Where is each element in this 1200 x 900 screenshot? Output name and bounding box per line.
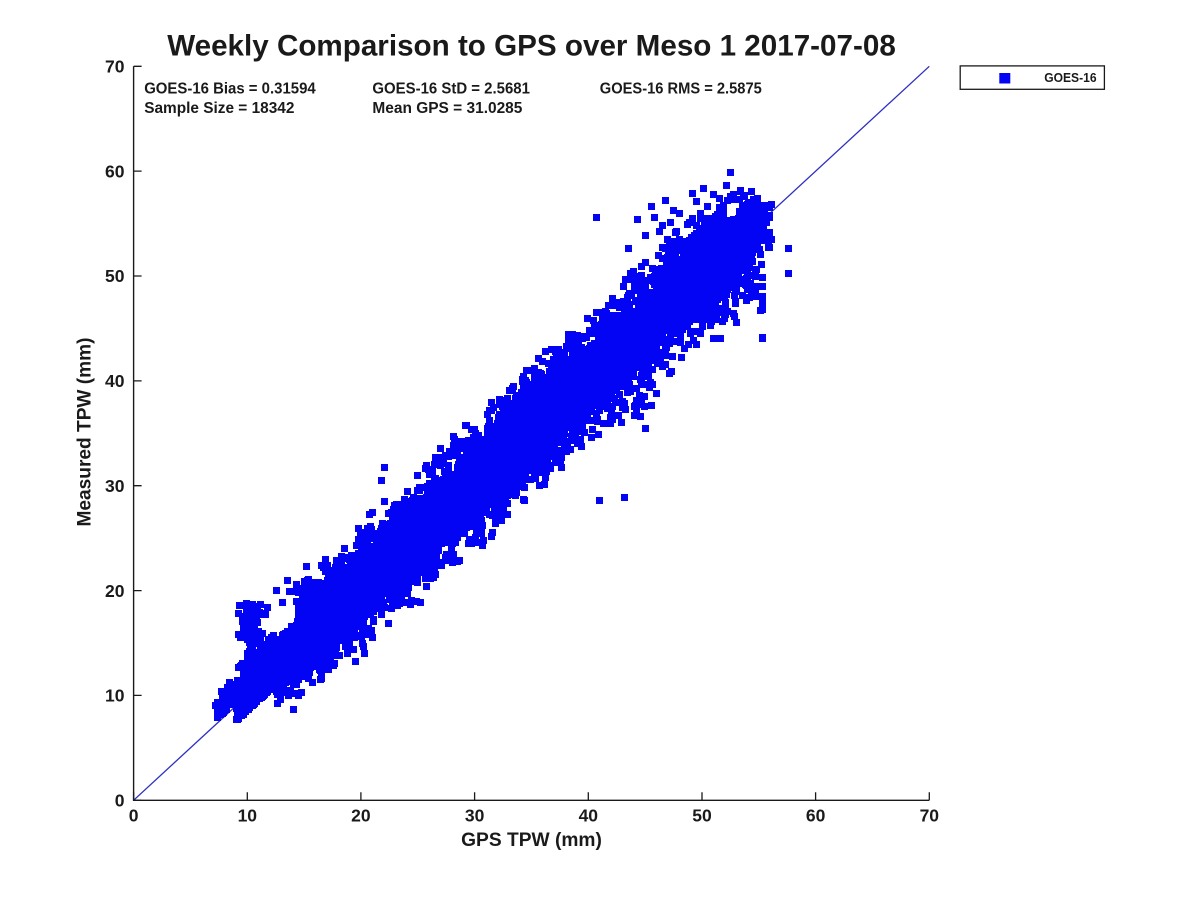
svg-text:10: 10 xyxy=(238,806,258,826)
svg-text:70: 70 xyxy=(920,806,940,826)
svg-text:GOES-16: GOES-16 xyxy=(1044,70,1096,85)
svg-text:60: 60 xyxy=(806,806,826,826)
svg-text:GPS TPW (mm): GPS TPW (mm) xyxy=(461,830,602,851)
svg-text:30: 30 xyxy=(105,476,125,496)
svg-text:GOES-16 RMS = 2.5875: GOES-16 RMS = 2.5875 xyxy=(600,80,762,97)
svg-text:40: 40 xyxy=(579,806,599,826)
svg-text:GOES-16 Bias = 0.31594: GOES-16 Bias = 0.31594 xyxy=(144,80,316,97)
svg-text:20: 20 xyxy=(351,806,371,826)
svg-text:0: 0 xyxy=(129,806,139,826)
svg-text:Mean GPS = 31.0285: Mean GPS = 31.0285 xyxy=(372,100,522,117)
svg-text:Weekly Comparison to GPS over: Weekly Comparison to GPS over Meso 1 201… xyxy=(167,29,896,62)
svg-text:10: 10 xyxy=(105,686,125,706)
svg-text:50: 50 xyxy=(692,806,712,826)
svg-text:Sample Size = 18342: Sample Size = 18342 xyxy=(144,100,294,117)
svg-text:60: 60 xyxy=(105,161,125,181)
svg-text:70: 70 xyxy=(105,57,125,77)
svg-text:Measured TPW (mm): Measured TPW (mm) xyxy=(75,338,96,527)
svg-text:20: 20 xyxy=(105,581,125,601)
svg-text:0: 0 xyxy=(115,791,125,811)
svg-text:30: 30 xyxy=(465,806,485,826)
svg-text:GOES-16 StD = 2.5681: GOES-16 StD = 2.5681 xyxy=(372,80,530,97)
svg-text:50: 50 xyxy=(105,266,125,286)
svg-text:40: 40 xyxy=(105,371,125,391)
